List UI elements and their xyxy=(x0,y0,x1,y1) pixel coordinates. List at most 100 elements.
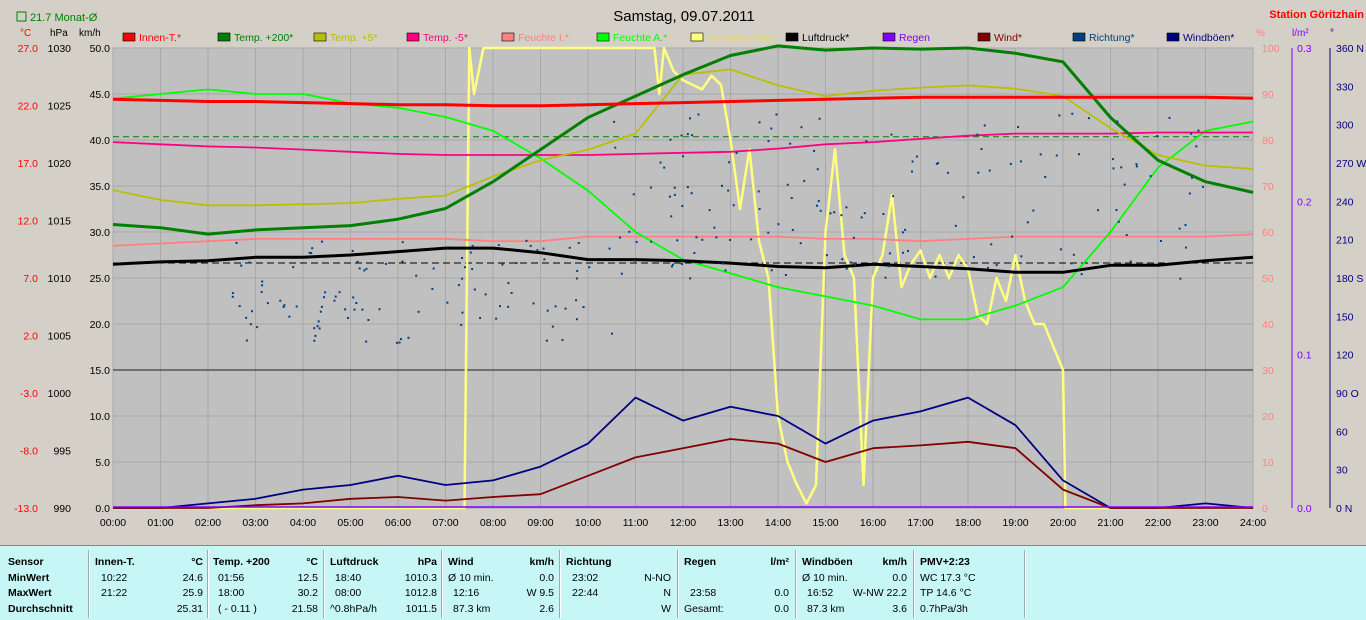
direction-point xyxy=(1120,166,1123,169)
legend-label: Windböen* xyxy=(1183,32,1234,44)
direction-point xyxy=(324,291,327,294)
direction-point xyxy=(613,120,616,123)
humidity-tick-label: 60 xyxy=(1262,227,1274,239)
temp200-avg-val: 21.58 xyxy=(291,602,318,615)
direction-point xyxy=(334,295,337,298)
direction-point xyxy=(1123,183,1126,186)
direction-point xyxy=(292,266,295,269)
direction-point xyxy=(1191,176,1194,179)
legend-label: Sonnenschein xyxy=(707,32,774,44)
direction-point xyxy=(614,146,617,149)
direction-point xyxy=(1184,224,1187,227)
direction-point xyxy=(320,240,323,243)
wind-unit: km/h xyxy=(529,556,554,568)
direction-point xyxy=(1026,221,1029,224)
direction-point xyxy=(479,316,482,319)
legend-item: Richtung* xyxy=(1072,32,1135,44)
direction-point xyxy=(720,184,723,187)
direction-point xyxy=(353,308,356,311)
direction-point xyxy=(650,240,653,243)
direction-point xyxy=(384,262,387,265)
x-tick-label: 03:00 xyxy=(242,517,268,529)
direction-point xyxy=(863,212,866,215)
direction-point xyxy=(800,126,803,129)
direction-point xyxy=(934,275,937,278)
pressure-tick-label: 1000 xyxy=(48,388,72,400)
legend-swatch xyxy=(122,32,136,42)
direction-point xyxy=(588,266,591,269)
direction-point xyxy=(1188,192,1191,195)
legend-label: Luftdruck* xyxy=(802,32,849,44)
direction-point xyxy=(1017,126,1020,129)
direction-point xyxy=(935,162,938,165)
x-tick-label: 22:00 xyxy=(1145,517,1171,529)
direction-point xyxy=(852,236,855,239)
direction-point xyxy=(697,113,700,116)
direction-point xyxy=(854,263,857,266)
direction-point xyxy=(995,264,998,267)
direction-point xyxy=(1156,135,1159,138)
direction-point xyxy=(1190,132,1193,135)
pressure-tick-label: 1025 xyxy=(48,101,72,113)
direction-point xyxy=(564,307,567,310)
legend-item: Temp. -5* xyxy=(406,32,468,44)
x-tick-label: 02:00 xyxy=(195,517,221,529)
chart-title: Samstag, 09.07.2011 xyxy=(613,8,755,25)
direction-point xyxy=(632,193,635,196)
legend-swatch xyxy=(406,32,420,42)
direction-point xyxy=(499,305,502,308)
direction-point xyxy=(461,277,464,280)
direction-point xyxy=(790,197,793,200)
footer-divider xyxy=(677,550,679,618)
direction-point xyxy=(351,249,354,252)
direction-point xyxy=(1129,260,1132,263)
direction-point xyxy=(415,274,418,277)
direction-point xyxy=(735,151,738,154)
direction-point xyxy=(333,299,336,302)
humidity-tick-label: 20 xyxy=(1262,411,1274,423)
unit-rain: l/m² xyxy=(1292,28,1309,39)
direction-tick-label: 360 N xyxy=(1336,43,1364,55)
footer-col-richtung: Richtung 23:02 N-NO 22:44 N W xyxy=(566,554,671,616)
series-line-wind xyxy=(113,438,1253,509)
direction-point xyxy=(986,266,989,269)
legend-label: Temp. -5* xyxy=(423,32,468,44)
direction-tick-label: 150 xyxy=(1336,311,1354,323)
direction-point xyxy=(471,244,474,247)
direction-point xyxy=(395,341,398,344)
direction-point xyxy=(708,209,711,212)
direction-point xyxy=(1149,175,1152,178)
direction-point xyxy=(887,265,890,268)
direction-point xyxy=(432,267,435,270)
direction-point xyxy=(1202,185,1205,188)
humidity-tick-label: 90 xyxy=(1262,89,1274,101)
direction-point xyxy=(551,325,554,328)
wind-title: Wind xyxy=(448,556,474,568)
direction-point xyxy=(461,256,464,259)
richtung-max-time: 22:44 xyxy=(572,587,599,599)
footer-divider xyxy=(913,550,915,618)
direction-point xyxy=(400,338,403,341)
direction-point xyxy=(1195,145,1198,148)
direction-point xyxy=(845,206,848,209)
wind-avg-time: 87.3 km xyxy=(453,602,491,615)
direction-point xyxy=(1019,160,1022,163)
unit-direction: ° xyxy=(1330,28,1334,39)
wind-tick-label: 35.0 xyxy=(90,181,111,193)
direction-point xyxy=(288,315,291,318)
direction-point xyxy=(249,323,252,326)
pressure-tick-label: 990 xyxy=(53,503,71,515)
direction-point xyxy=(256,326,259,329)
direction-point xyxy=(983,124,986,127)
direction-point xyxy=(888,252,891,255)
direction-point xyxy=(365,267,368,270)
temp-tick-label: 7.0 xyxy=(23,273,38,285)
direction-point xyxy=(767,231,770,234)
direction-point xyxy=(356,260,359,263)
direction-point xyxy=(1097,209,1100,212)
humidity-tick-label: 80 xyxy=(1262,135,1274,147)
wind-tick-label: 50.0 xyxy=(90,43,111,55)
direction-point xyxy=(461,311,464,314)
footer-col-wind: Wind km/h Ø 10 min. 0.0 12:16 W 9.5 87.3 km… xyxy=(448,554,554,616)
direction-tick-label: 240 xyxy=(1336,196,1354,208)
